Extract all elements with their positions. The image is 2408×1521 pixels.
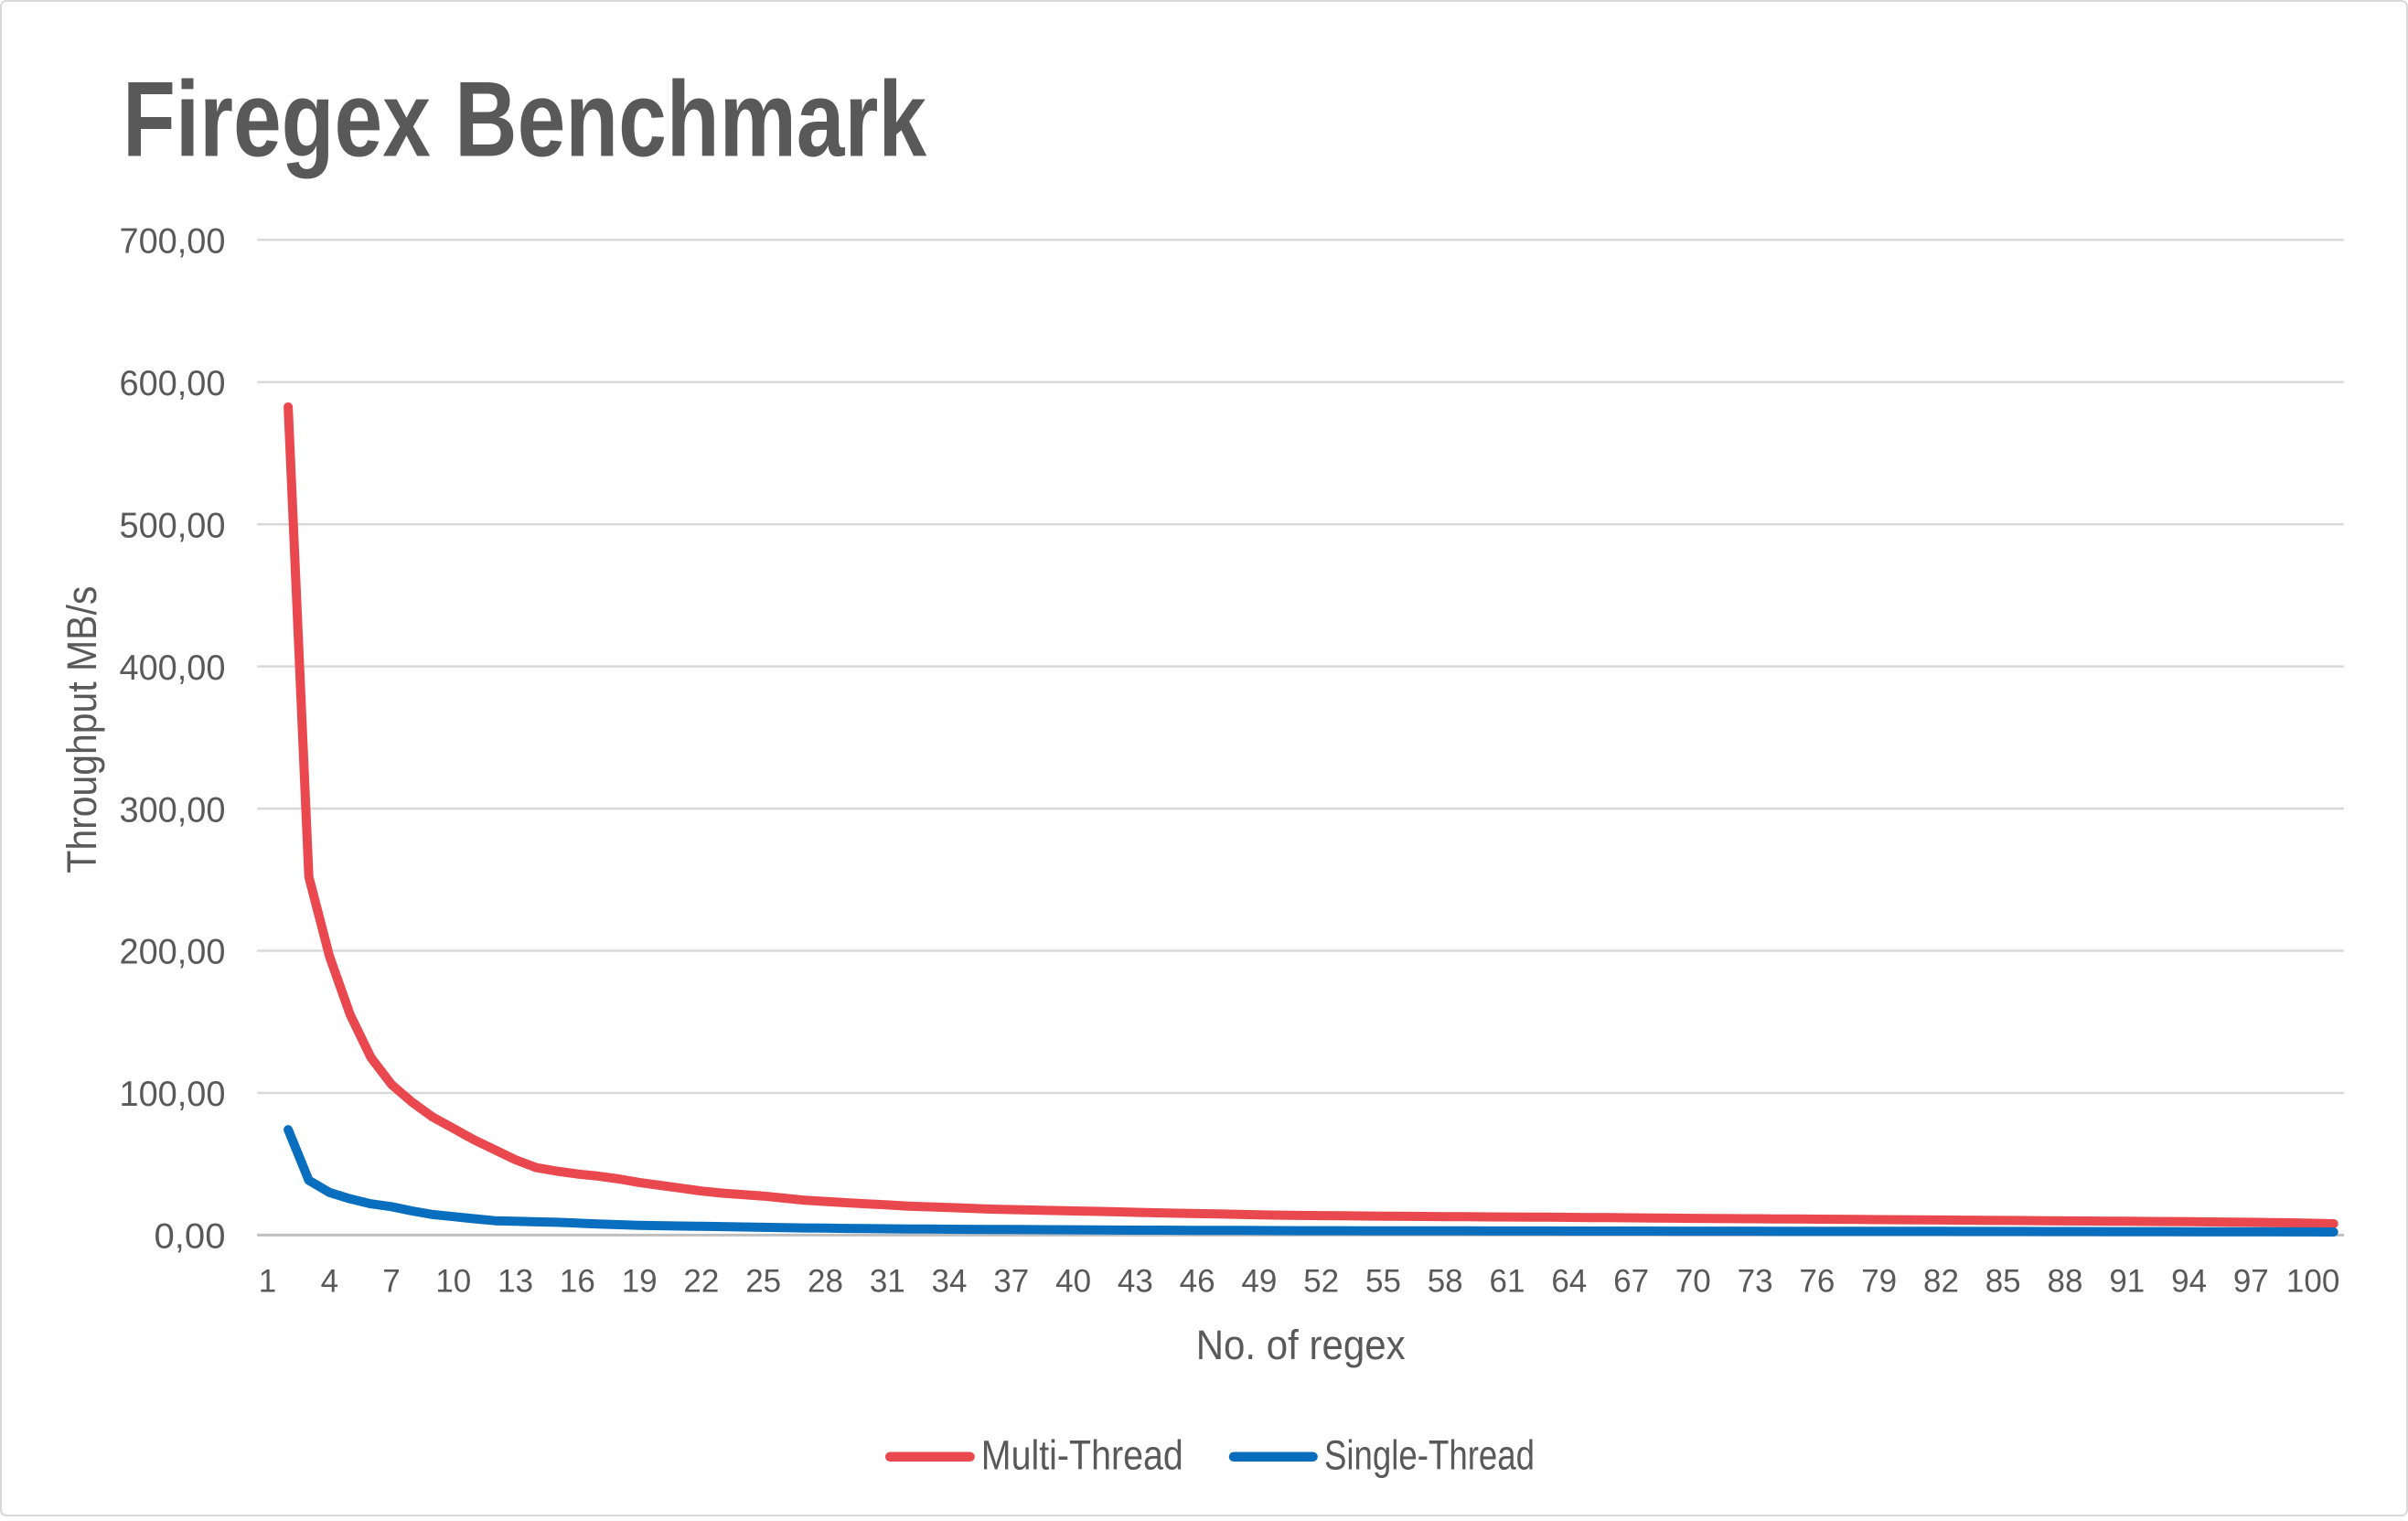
svg-text:22: 22 [683, 1264, 719, 1300]
svg-text:58: 58 [1428, 1264, 1463, 1300]
svg-text:97: 97 [2233, 1264, 2269, 1300]
svg-text:52: 52 [1303, 1264, 1339, 1300]
svg-text:400,00: 400,00 [120, 648, 226, 688]
svg-text:88: 88 [2048, 1264, 2083, 1300]
svg-text:70: 70 [1675, 1264, 1711, 1300]
svg-text:4: 4 [321, 1264, 338, 1300]
svg-text:16: 16 [560, 1264, 595, 1300]
svg-text:85: 85 [1985, 1264, 2021, 1300]
svg-text:700,00: 700,00 [120, 222, 226, 262]
svg-text:46: 46 [1180, 1264, 1215, 1300]
svg-text:1: 1 [259, 1264, 276, 1300]
svg-text:Throughput MB/s: Throughput MB/s [59, 586, 105, 873]
svg-text:43: 43 [1118, 1264, 1153, 1300]
svg-text:64: 64 [1551, 1264, 1587, 1300]
svg-text:49: 49 [1241, 1264, 1277, 1300]
svg-text:91: 91 [2109, 1264, 2145, 1300]
svg-text:500,00: 500,00 [120, 506, 226, 545]
svg-text:100,00: 100,00 [120, 1075, 226, 1114]
svg-text:No. of regex: No. of regex [1196, 1322, 1406, 1368]
svg-text:67: 67 [1613, 1264, 1649, 1300]
svg-text:0,00: 0,00 [155, 1217, 226, 1257]
svg-text:7: 7 [382, 1264, 400, 1300]
svg-text:94: 94 [2171, 1264, 2207, 1300]
svg-text:300,00: 300,00 [120, 790, 226, 830]
svg-text:Firegex Benchmark: Firegex Benchmark [123, 59, 926, 178]
svg-text:100: 100 [2286, 1264, 2339, 1300]
svg-text:25: 25 [745, 1264, 781, 1300]
svg-text:55: 55 [1365, 1264, 1401, 1300]
svg-text:28: 28 [808, 1264, 843, 1300]
svg-text:34: 34 [932, 1264, 968, 1300]
svg-text:82: 82 [1923, 1264, 1959, 1300]
svg-text:200,00: 200,00 [120, 933, 226, 972]
svg-text:31: 31 [870, 1264, 905, 1300]
svg-text:10: 10 [435, 1264, 471, 1300]
svg-text:76: 76 [1799, 1264, 1835, 1300]
svg-text:61: 61 [1490, 1264, 1525, 1300]
svg-text:37: 37 [993, 1264, 1029, 1300]
svg-text:79: 79 [1861, 1264, 1897, 1300]
svg-text:40: 40 [1055, 1264, 1091, 1300]
svg-text:600,00: 600,00 [120, 364, 226, 403]
svg-text:19: 19 [622, 1264, 658, 1300]
svg-text:73: 73 [1738, 1264, 1773, 1300]
svg-text:Multi-Thread: Multi-Thread [981, 1432, 1183, 1479]
svg-text:Single-Thread: Single-Thread [1324, 1432, 1535, 1479]
svg-text:13: 13 [498, 1264, 533, 1300]
